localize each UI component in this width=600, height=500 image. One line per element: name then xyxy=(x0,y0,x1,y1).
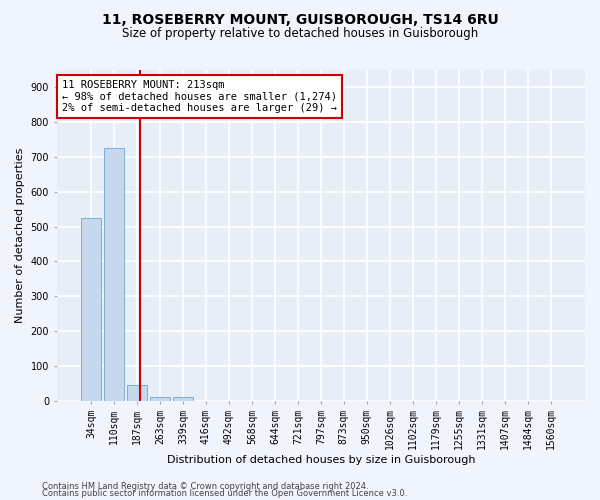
Text: Contains HM Land Registry data © Crown copyright and database right 2024.: Contains HM Land Registry data © Crown c… xyxy=(42,482,368,491)
Y-axis label: Number of detached properties: Number of detached properties xyxy=(15,148,25,323)
Bar xyxy=(149,397,170,400)
Text: 11, ROSEBERRY MOUNT, GUISBOROUGH, TS14 6RU: 11, ROSEBERRY MOUNT, GUISBOROUGH, TS14 6… xyxy=(101,12,499,26)
Text: 11 ROSEBERRY MOUNT: 213sqm
← 98% of detached houses are smaller (1,274)
2% of se: 11 ROSEBERRY MOUNT: 213sqm ← 98% of deta… xyxy=(62,80,337,113)
Bar xyxy=(81,218,101,400)
Bar xyxy=(104,148,124,400)
Bar xyxy=(173,397,193,400)
X-axis label: Distribution of detached houses by size in Guisborough: Distribution of detached houses by size … xyxy=(167,455,475,465)
Bar xyxy=(127,385,148,400)
Text: Contains public sector information licensed under the Open Government Licence v3: Contains public sector information licen… xyxy=(42,490,407,498)
Text: Size of property relative to detached houses in Guisborough: Size of property relative to detached ho… xyxy=(122,28,478,40)
